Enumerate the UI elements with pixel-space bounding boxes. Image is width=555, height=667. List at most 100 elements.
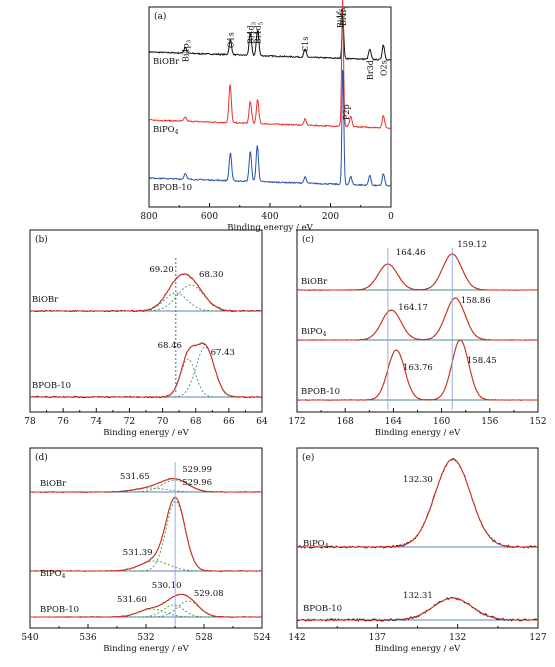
peak-annotation: C1s [301,37,310,52]
series-label: BiPO4 [303,539,329,550]
x-tick-label: 152 [529,417,546,427]
x-tick-label: 524 [253,633,270,643]
x-tick-label: 400 [261,212,278,222]
x-tick-label: 72 [124,417,135,427]
panel-b: 78 76 74 72 70 68 66 64 Binding energy / eV (b) Bi… [24,229,268,438]
peak-annotation: Br3d [366,60,375,80]
x-tick-label: 68 [190,417,202,427]
survey-line-biobr [148,19,392,61]
peak-label: 164.46 [396,248,426,258]
fit-component [30,292,262,312]
series-label: BiOBr [40,479,67,489]
x-tick-label: 600 [201,212,218,222]
x-tick-label: 74 [91,417,103,427]
survey-line-bipo4 [148,0,391,130]
peak-label: 158.86 [461,296,491,306]
x-tick-label: 137 [369,633,386,643]
peak-label: 163.76 [403,363,433,373]
x-tick-label: 76 [57,417,69,427]
peak-label: 531.65 [120,472,150,482]
fit-envelope [297,297,537,341]
x-tick-label: 132 [449,633,466,643]
series-label: BiOBr [301,277,328,287]
x-tick-label: 0 [388,212,394,222]
raw-spectrum [29,496,262,572]
x-tick-label: 800 [140,212,157,222]
series-label: BPOB-10 [303,604,342,614]
series-label: BiPO4 [153,125,179,136]
series-label: BPOB-10 [153,183,192,193]
x-tick-label: 70 [157,417,169,427]
fit-component [297,253,537,291]
fit-envelope [297,458,538,548]
fit-component [30,358,262,398]
x-tick-label: 78 [24,417,36,427]
peak-label: 68.30 [199,270,223,280]
x-tick-label: 168 [337,417,354,427]
x-axis-label: Binding energy / eV [103,428,189,438]
panel-label: (e) [302,452,314,463]
x-axis-label: Binding energy / eV [375,644,461,654]
peak-annotation: O1s [226,32,235,48]
panel-c: 172 168 164 160 156 152 Binding energy / eV (c)… [288,229,547,438]
peak-label: 68.46 [158,341,182,351]
panel-a: 800 600 400 200 0 Binding energy / eV (a) BiOBr… [140,0,394,233]
raw-spectrum [29,273,263,313]
x-tick-label: 540 [21,633,38,643]
peak-annotation: Bi4d5 [254,21,265,44]
peak-annotation: Bi4f5 [336,8,347,29]
peak-annotation: P2p [342,104,351,120]
series-label: BPOB-10 [32,381,71,391]
peak-label: 69.20 [149,265,173,275]
raw-spectrum [296,253,538,291]
panel-label: (d) [35,452,48,463]
series-label: BPOB-10 [301,387,340,397]
peak-annotation: Bi4f7 [339,6,350,27]
x-tick-label: 156 [481,417,498,427]
fit-component [297,263,537,291]
series-label: BiPO4 [301,327,327,338]
x-tick-label: 164 [385,417,402,427]
panel-label: (b) [35,234,48,245]
peak-label: 531.60 [117,595,147,605]
peak-label: 531.39 [123,548,153,558]
x-tick-label: 200 [322,212,339,222]
x-tick-label: 528 [195,633,212,643]
panel-d: 540 536 532 528 524 Binding energy / eV (d) BiO… [21,447,271,654]
survey-line-bpob-10 [148,69,392,187]
x-axis-label: Binding energy / eV [375,428,461,438]
fit-component [297,309,537,341]
x-tick-label: 64 [256,417,268,427]
fit-envelope [297,253,537,291]
x-tick-label: 160 [433,417,450,427]
peak-label: 164.17 [398,303,428,313]
peak-label: 159.12 [457,240,487,250]
peak-label: 67.43 [211,348,235,358]
peak-annotation: Bi4p3 [181,39,192,62]
x-tick-label: 536 [79,633,96,643]
plot-frame [148,6,392,208]
fit-envelope [297,339,537,401]
fit-envelope [30,496,261,572]
x-tick-label: 172 [288,417,305,427]
x-tick-label: 66 [223,417,235,427]
series-label: BiOBr [153,57,180,67]
peak-annotation: O2s [379,60,388,76]
peak-label: 158.45 [467,356,497,366]
x-axis-label: Binding energy / eV [103,644,189,654]
series-label: BPOB-10 [40,605,79,615]
panel-label: (c) [302,234,314,245]
peak-label: 132.31 [403,591,433,601]
fit-component [30,284,262,312]
peak-label: 529.08 [194,589,224,599]
peak-label: 530.10 [152,581,182,591]
fit-envelope [30,593,261,618]
peak-annotation: Bi4d3 [246,21,257,44]
x-axis-label: Binding energy / eV [227,223,313,233]
fit-component [30,500,261,572]
x-tick-label: 142 [288,633,305,643]
peak-label: 132.30 [403,475,433,485]
x-tick-label: 532 [137,633,154,643]
x-tick-label: 127 [529,633,546,643]
